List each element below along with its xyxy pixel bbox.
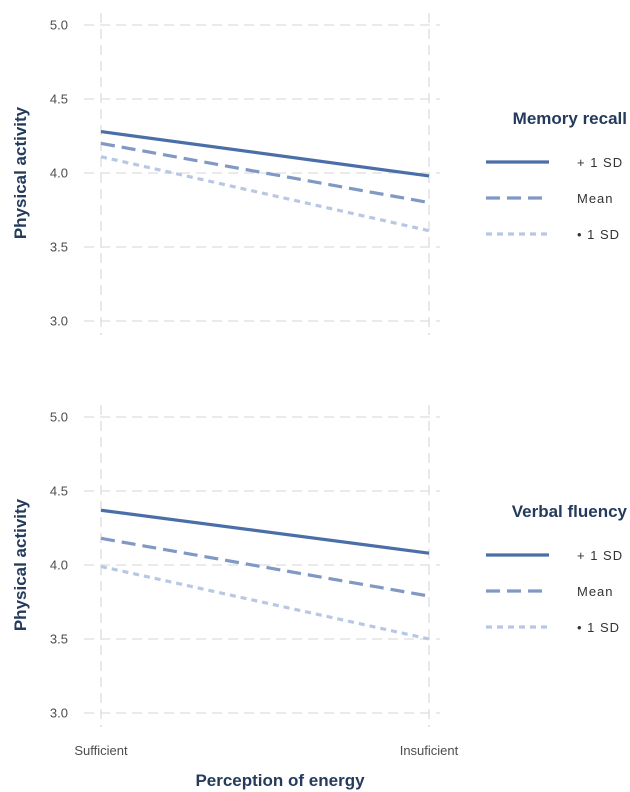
legend: Memory recall + 1 SD Mean • 1 SD (486, 109, 627, 242)
series-line-3 (100, 564, 430, 641)
legend-label-1: + 1 SD (577, 155, 623, 170)
x-axis-title: Perception of energy (195, 771, 365, 790)
y-tick-label: 3.0 (50, 706, 68, 721)
legend-label-2: Mean (577, 191, 614, 206)
legend-title: Verbal fluency (512, 502, 628, 521)
y-tick-label: 3.5 (50, 632, 68, 647)
series-line-1 (100, 129, 430, 178)
legend-title: Memory recall (513, 109, 627, 128)
y-axis-title: Physical activity (11, 498, 30, 631)
chart-panel-1: 3.0 3.5 4.0 4.5 5.0 Physical activity Memory r… (11, 13, 627, 335)
y-tick-label: 5.0 (50, 410, 68, 425)
legend-label-3: • 1 SD (577, 620, 620, 635)
y-tick-label: 4.5 (50, 92, 68, 107)
legend-label-3: • 1 SD (577, 227, 620, 242)
legend-label-2: Mean (577, 584, 614, 599)
x-tick-label: Sufficient (74, 743, 128, 758)
y-tick-label: 3.0 (50, 314, 68, 329)
y-tick-label: 5.0 (50, 18, 68, 33)
y-tick-label: 4.0 (50, 166, 68, 181)
series-line-2 (100, 141, 430, 205)
series-line-1 (100, 508, 430, 555)
y-tick-label: 3.5 (50, 240, 68, 255)
series-line-2 (100, 536, 430, 598)
y-tick-label: 4.5 (50, 484, 68, 499)
chart-panel-2: 3.0 3.5 4.0 4.5 5.0 Physical activity Sufficie… (11, 405, 628, 790)
y-tick-label: 4.0 (50, 558, 68, 573)
legend-label-1: + 1 SD (577, 548, 623, 563)
x-tick-label: Insuficient (400, 743, 459, 758)
legend: Verbal fluency + 1 SD Mean • 1 SD (486, 502, 628, 635)
y-axis-title: Physical activity (11, 106, 30, 239)
series-line-3 (100, 155, 430, 233)
